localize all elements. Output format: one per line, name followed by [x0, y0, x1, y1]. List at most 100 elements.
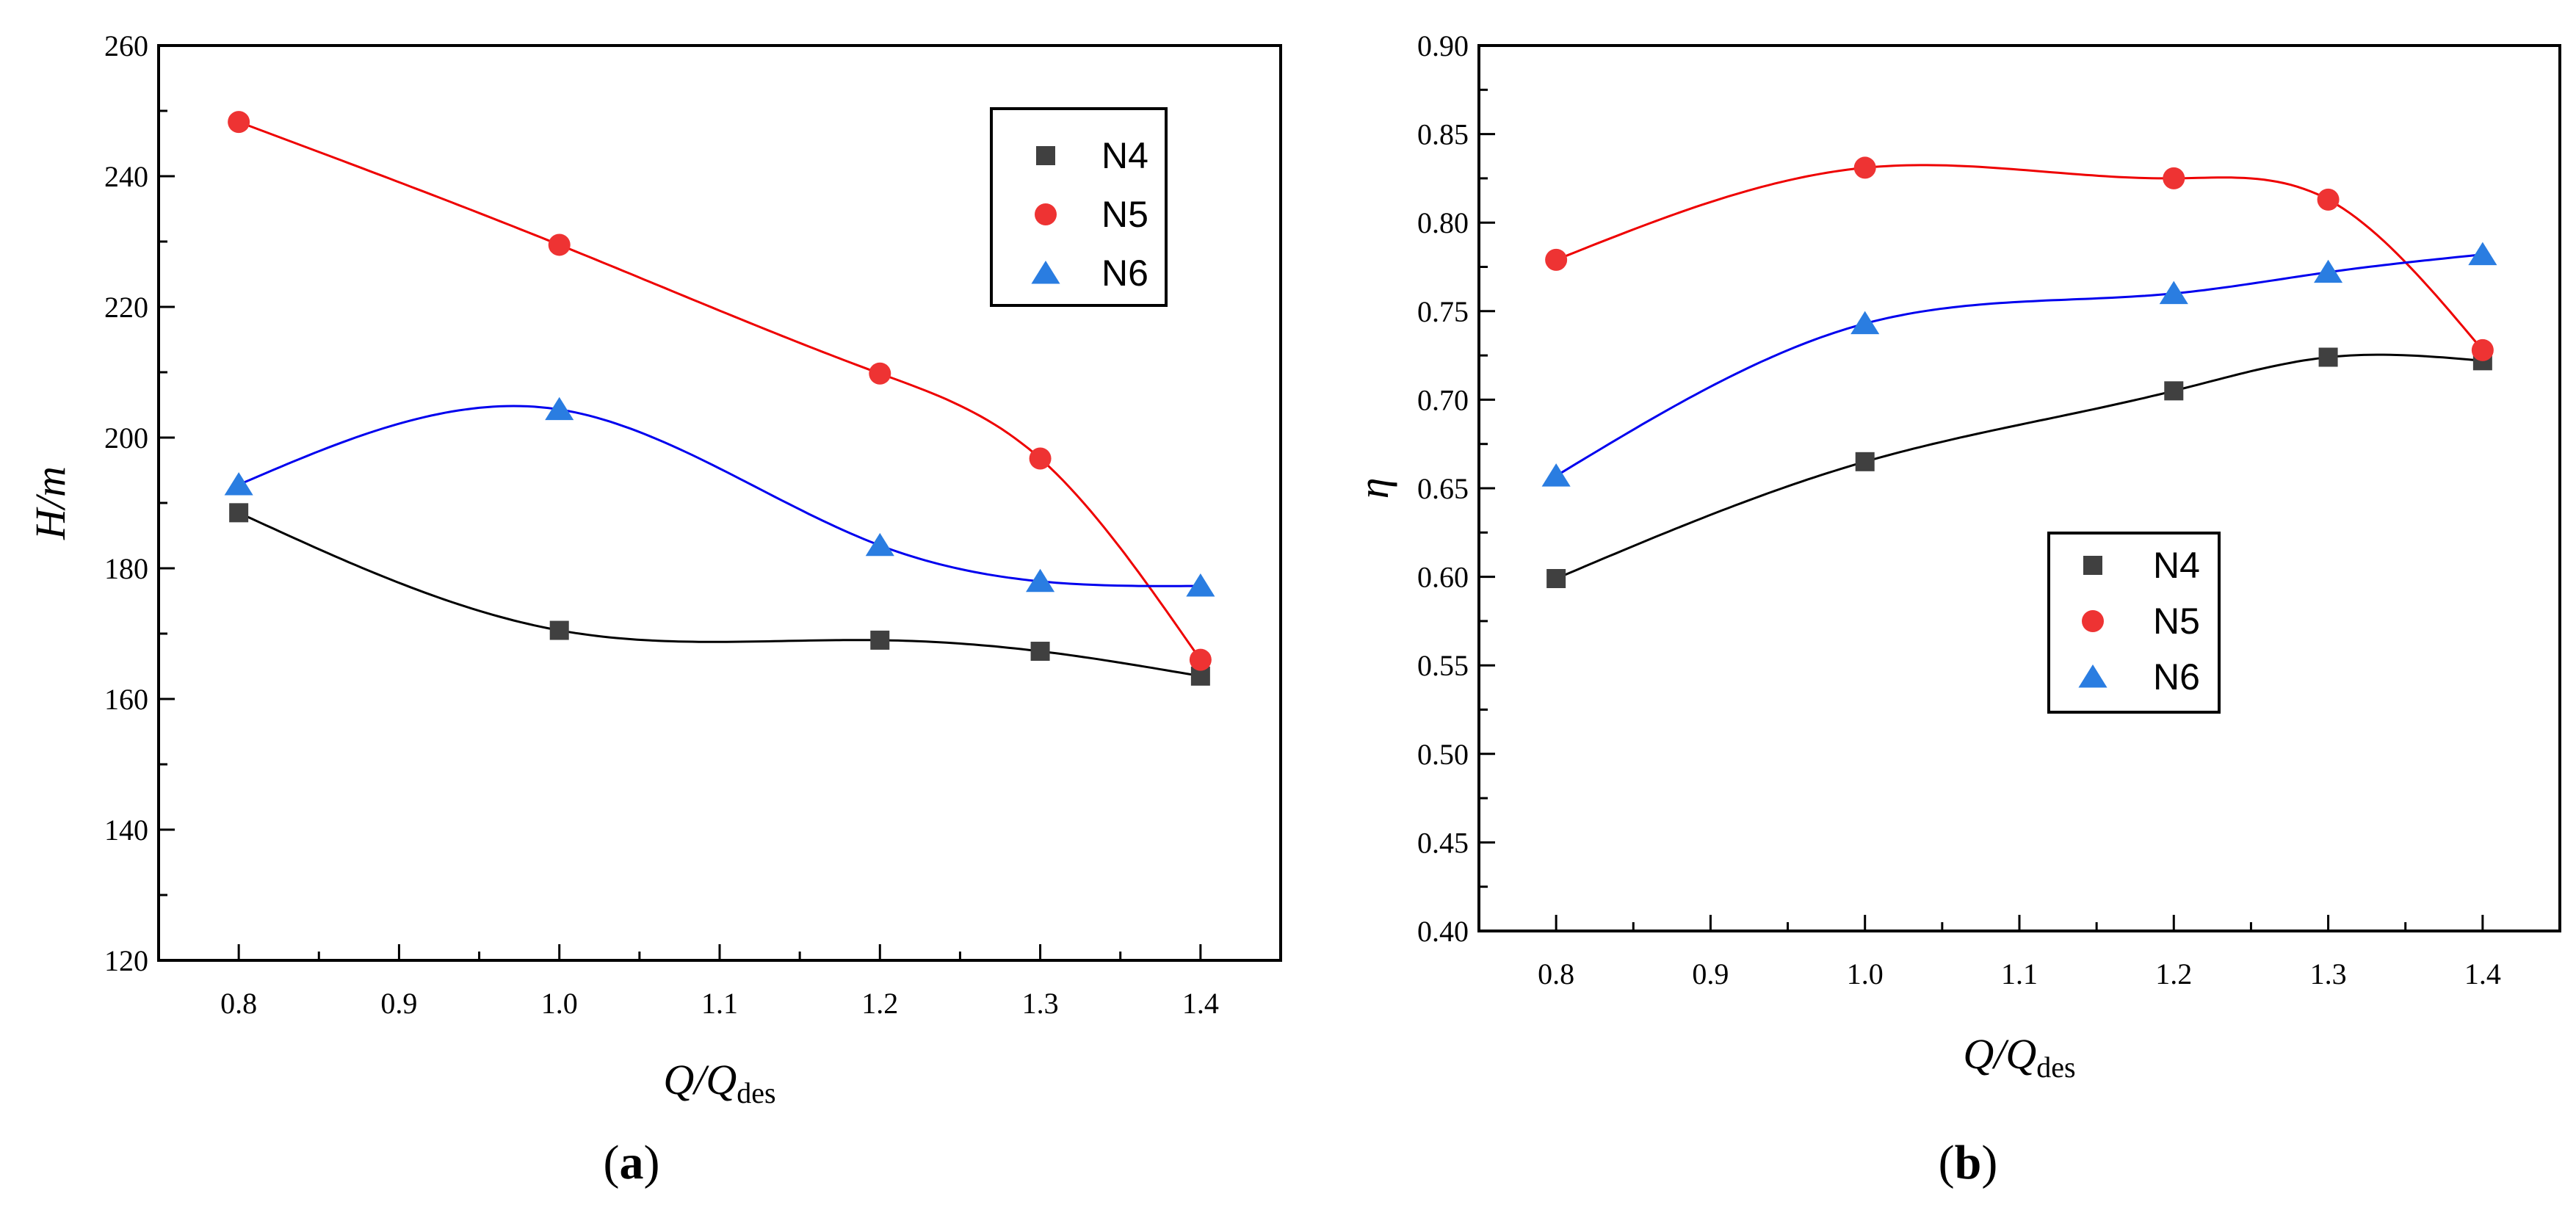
x-axis-label-b: Q/Qdes	[1963, 1030, 2075, 1084]
x-axis-label-a: Q/Qdes	[663, 1056, 775, 1109]
legend-label-n5: N5	[2153, 601, 2200, 642]
data-point-n6	[2468, 242, 2497, 266]
x-tick-label: 0.9	[1692, 957, 1729, 990]
data-point-n4	[2164, 381, 2184, 401]
y-tick-label: 0.45	[1417, 826, 1469, 859]
fit-curve-n6	[1555, 253, 2483, 477]
data-point-n5	[1189, 648, 1212, 671]
y-tick-label: 0.65	[1417, 472, 1469, 505]
x-axis-label-sub-b: des	[2036, 1051, 2075, 1084]
data-point-n6	[545, 396, 574, 421]
panel-label-b: (b)	[1939, 1136, 1998, 1189]
legend-marker-n4	[1036, 146, 1055, 165]
data-point-n6	[1026, 568, 1055, 593]
legend-b: N4 N5 N6	[2047, 532, 2221, 714]
axis-ticks-a: 0.8 0.9 1.0 1.1 1.2 1.3 1.4 120 140 160 180 200 220 2…	[104, 29, 1219, 1020]
x-tick-label: 1.4	[2464, 957, 2501, 990]
legend-marker-n5	[1035, 203, 1057, 225]
legend-marker-n5	[2082, 610, 2104, 632]
y-tick-label: 220	[104, 291, 148, 324]
x-axis-label-sub-a: des	[737, 1076, 775, 1109]
data-point-n4	[229, 503, 249, 523]
y-tick-label: 0.90	[1417, 29, 1469, 62]
y-tick-label: 160	[104, 683, 148, 716]
y-tick-label: 240	[104, 160, 148, 193]
data-point-n5	[2317, 188, 2340, 211]
x-axis-label-main-b: Q/Q	[1963, 1030, 2036, 1078]
axis-ticks-b: 0.8 0.9 1.0 1.1 1.2 1.3 1.4 0.40 0.45 0.50 0.55 0.6…	[1417, 29, 2501, 990]
y-tick-label: 260	[104, 29, 148, 62]
x-tick-label: 1.1	[701, 987, 738, 1020]
data-point-n6	[1186, 573, 1215, 597]
y-tick-label: 0.50	[1417, 738, 1469, 771]
data-point-n4	[1855, 452, 1875, 471]
data-points-a	[224, 111, 1215, 686]
y-tick-label: 0.40	[1417, 915, 1469, 948]
x-tick-label: 0.8	[1538, 957, 1574, 990]
data-point-n6	[2314, 259, 2343, 283]
data-point-n5	[869, 362, 891, 385]
x-tick-label: 1.2	[861, 987, 898, 1020]
data-point-n4	[549, 620, 569, 640]
data-point-n4	[2318, 347, 2338, 367]
legend-label-n4: N4	[1101, 135, 1148, 176]
data-point-n5	[2163, 167, 2185, 189]
legend-label-n6: N6	[2153, 656, 2200, 698]
y-tick-label: 0.55	[1417, 649, 1469, 682]
x-tick-label: 1.3	[1022, 987, 1059, 1020]
legend-marker-n4	[2083, 556, 2102, 575]
x-tick-label: 1.0	[541, 987, 578, 1020]
fit-curve-n5	[1555, 164, 2484, 351]
fit-curve-n6	[238, 405, 1201, 587]
x-tick-label: 0.8	[220, 987, 257, 1020]
panel-label-a: (a)	[604, 1136, 660, 1189]
fit-curve-n4	[1555, 353, 2483, 580]
x-tick-label: 1.1	[2001, 957, 2038, 990]
y-tick-label: 140	[104, 814, 148, 847]
plot-frame-b	[1477, 44, 2561, 932]
y-tick-label: 120	[104, 944, 148, 977]
y-tick-label: 0.85	[1417, 118, 1469, 151]
y-tick-label: 0.60	[1417, 561, 1469, 594]
legend-marker-n6	[1031, 261, 1060, 284]
data-point-n4	[1546, 569, 1566, 589]
y-axis-label-a: H/m	[26, 466, 74, 540]
legend-box-b	[2047, 532, 2221, 714]
legend-a: N4 N5 N6	[990, 107, 1168, 307]
y-axis-label-b: η	[1350, 478, 1397, 499]
data-point-n4	[870, 630, 890, 650]
data-point-n6	[1541, 463, 1571, 487]
chart-panel-b: 0.8 0.9 1.0 1.1 1.2 1.3 1.4 0.40 0.45 0.50 0.55 0.6…	[1350, 29, 2561, 1189]
x-tick-label: 1.4	[1182, 987, 1219, 1020]
x-tick-label: 1.3	[2310, 957, 2347, 990]
fit-curves-b	[1555, 164, 2484, 580]
legend-marker-n6	[2078, 664, 2108, 688]
data-point-n5	[1029, 447, 1052, 470]
fit-curve-n4	[238, 512, 1201, 678]
data-point-n5	[2471, 338, 2494, 361]
x-tick-label: 0.9	[380, 987, 417, 1020]
y-tick-label: 0.70	[1417, 383, 1469, 416]
y-tick-label: 0.80	[1417, 206, 1469, 239]
x-axis-label-main-a: Q/Q	[663, 1056, 737, 1104]
y-tick-label: 180	[104, 552, 148, 585]
data-point-n6	[2159, 280, 2188, 305]
legend-label-n4: N4	[2153, 545, 2200, 586]
y-tick-label: 0.75	[1417, 295, 1469, 328]
data-point-n5	[228, 111, 250, 134]
x-tick-label: 1.0	[1847, 957, 1884, 990]
data-point-n5	[548, 233, 571, 256]
legend-label-n6: N6	[1101, 253, 1148, 294]
legend-label-n5: N5	[1101, 194, 1148, 235]
data-point-n5	[1545, 248, 1568, 271]
data-point-n6	[865, 532, 894, 557]
data-point-n6	[224, 472, 253, 496]
chart-panel-a: 0.8 0.9 1.0 1.1 1.2 1.3 1.4 120 140 160 180 200 220 2…	[26, 29, 1282, 1189]
y-tick-label: 200	[104, 421, 148, 454]
x-tick-label: 1.2	[2155, 957, 2192, 990]
data-point-n6	[1850, 311, 1880, 335]
data-points-b	[1541, 156, 2497, 589]
data-point-n4	[1030, 642, 1050, 662]
legend-box-a	[990, 107, 1168, 307]
